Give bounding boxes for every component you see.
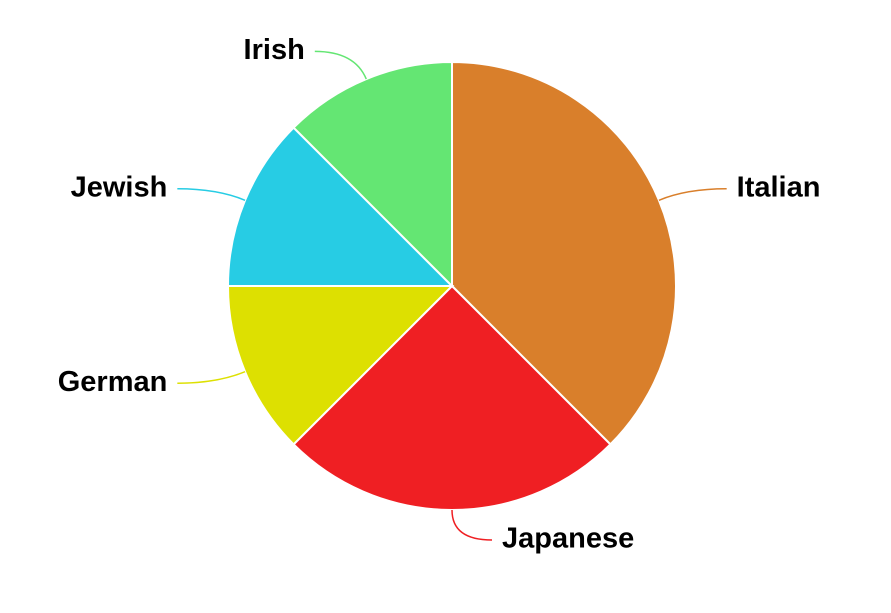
pie-label-irish: Irish <box>244 34 305 66</box>
pie-slice-japanese <box>292 284 612 511</box>
pie-slices <box>226 60 677 511</box>
pie-label-italian: Italian <box>737 171 821 203</box>
leader-line-japanese <box>451 509 493 541</box>
pie-label-japanese: Japanese <box>502 523 634 555</box>
pie-slice-jewish <box>226 126 455 287</box>
leader-line-irish <box>314 50 367 80</box>
leader-line-italian <box>658 188 727 201</box>
pie-label-jewish: Jewish <box>71 171 168 203</box>
leader-line-german <box>177 371 246 384</box>
leader-line-jewish <box>177 188 246 201</box>
pie-slice-italian <box>451 60 677 446</box>
pie-slice-irish <box>292 60 453 289</box>
pie-label-german: German <box>58 366 168 398</box>
pie-leader-lines <box>177 50 727 541</box>
pie-labels: Italian Japanese German Jewish Irish <box>58 34 821 555</box>
pie-slice-german <box>226 285 455 446</box>
